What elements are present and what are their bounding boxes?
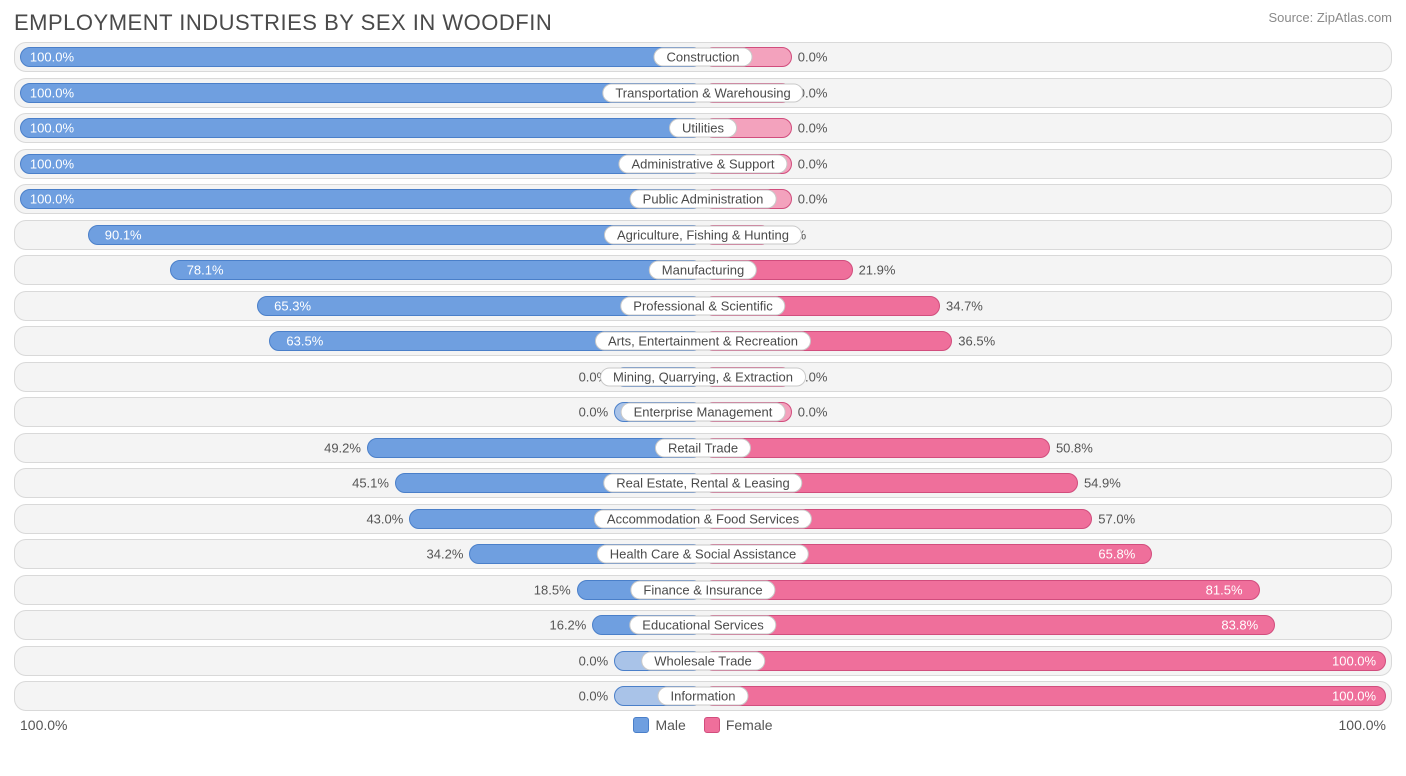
female-value: 65.8% (1098, 547, 1135, 562)
category-label: Transportation & Warehousing (602, 83, 803, 102)
chart-row: 0.0% 100.0% Information (14, 681, 1392, 711)
chart-row: 63.5% 36.5% Arts, Entertainment & Recreati… (14, 326, 1392, 356)
chart-row: 65.3% 34.7% Professional & Scientific (14, 291, 1392, 321)
male-value: 100.0% (30, 50, 74, 65)
chart-row: 16.2% 83.8% Educational Services (14, 610, 1392, 640)
category-label: Finance & Insurance (630, 580, 775, 599)
male-value: 63.5% (286, 334, 323, 349)
header: EMPLOYMENT INDUSTRIES BY SEX IN WOODFIN … (14, 10, 1392, 36)
male-bar (170, 260, 703, 280)
chart-row: 78.1% 21.9% Manufacturing (14, 255, 1392, 285)
category-label: Utilities (669, 119, 737, 138)
female-bar (703, 438, 1050, 458)
female-value: 21.9% (859, 263, 896, 278)
female-value: 50.8% (1056, 440, 1093, 455)
female-value: 0.0% (798, 121, 828, 136)
chart-row: 100.0% 0.0% Construction (14, 42, 1392, 72)
male-bar (20, 83, 703, 103)
category-label: Public Administration (630, 190, 777, 209)
male-bar (20, 189, 703, 209)
female-value: 0.0% (798, 50, 828, 65)
female-value: 54.9% (1084, 476, 1121, 491)
male-bar (367, 438, 703, 458)
legend: Male Female (633, 717, 772, 733)
female-value: 0.0% (798, 192, 828, 207)
category-label: Retail Trade (655, 438, 751, 457)
male-value: 65.3% (274, 298, 311, 313)
female-value: 83.8% (1221, 618, 1258, 633)
category-label: Wholesale Trade (641, 651, 765, 670)
chart-row: 90.1%9.9%Agriculture, Fishing & Hunting (14, 220, 1392, 250)
legend-item-female: Female (704, 717, 773, 733)
male-value: 45.1% (352, 476, 389, 491)
category-label: Educational Services (629, 616, 776, 635)
chart-row: 100.0% 0.0% Public Administration (14, 184, 1392, 214)
chart-row: 49.2% 50.8% Retail Trade (14, 433, 1392, 463)
female-value: 0.0% (798, 405, 828, 420)
male-value: 0.0% (579, 653, 609, 668)
male-bar (20, 154, 703, 174)
male-value: 100.0% (30, 85, 74, 100)
male-value: 34.2% (427, 547, 464, 562)
category-label: Manufacturing (649, 261, 757, 280)
category-label: Arts, Entertainment & Recreation (595, 332, 811, 351)
category-label: Mining, Quarrying, & Extraction (600, 367, 806, 386)
female-value: 100.0% (1332, 653, 1376, 668)
female-bar (703, 580, 1260, 600)
chart-footer: 100.0% Male Female 100.0% (14, 717, 1392, 733)
male-swatch-icon (633, 717, 649, 733)
category-label: Information (657, 687, 748, 706)
male-value: 100.0% (30, 121, 74, 136)
chart-row: 45.1% 54.9% Real Estate, Rental & Leasing (14, 468, 1392, 498)
chart-row: 43.0% 57.0% Accommodation & Food Services (14, 504, 1392, 534)
legend-label-female: Female (726, 717, 773, 733)
female-value: 0.0% (798, 156, 828, 171)
female-bar (703, 686, 1386, 706)
category-label: Construction (654, 48, 753, 67)
female-value: 36.5% (958, 334, 995, 349)
legend-label-male: Male (655, 717, 685, 733)
chart-row: 34.2% 65.8% Health Care & Social Assistanc… (14, 539, 1392, 569)
category-label: Enterprise Management (621, 403, 786, 422)
chart-row: 100.0% 0.0% Administrative & Support (14, 149, 1392, 179)
female-bar (703, 615, 1275, 635)
chart-title: EMPLOYMENT INDUSTRIES BY SEX IN WOODFIN (14, 10, 552, 36)
category-label: Real Estate, Rental & Leasing (603, 474, 802, 493)
female-swatch-icon (704, 717, 720, 733)
male-value: 49.2% (324, 440, 361, 455)
male-value: 0.0% (579, 405, 609, 420)
chart-row: 0.0% 100.0% Wholesale Trade (14, 646, 1392, 676)
male-value: 43.0% (366, 511, 403, 526)
category-label: Health Care & Social Assistance (597, 545, 809, 564)
male-value: 100.0% (30, 156, 74, 171)
chart-row: 100.0% 0.0% Utilities (14, 113, 1392, 143)
female-bar (703, 651, 1386, 671)
chart-row: 18.5% 81.5% Finance & Insurance (14, 575, 1392, 605)
male-value: 16.2% (549, 618, 586, 633)
category-label: Agriculture, Fishing & Hunting (604, 225, 802, 244)
category-label: Professional & Scientific (620, 296, 785, 315)
female-value: 57.0% (1098, 511, 1135, 526)
female-value: 34.7% (946, 298, 983, 313)
axis-right-max: 100.0% (1339, 717, 1386, 733)
male-bar (20, 118, 703, 138)
axis-left-max: 100.0% (20, 717, 67, 733)
category-label: Accommodation & Food Services (594, 509, 812, 528)
chart-row: 0.0% 0.0% Enterprise Management (14, 397, 1392, 427)
female-value: 100.0% (1332, 689, 1376, 704)
chart-row: 100.0%0.0%Transportation & Warehousing (14, 78, 1392, 108)
male-value: 0.0% (579, 689, 609, 704)
male-bar (20, 47, 703, 67)
female-value: 81.5% (1206, 582, 1243, 597)
diverging-bar-chart: 100.0%0.0%Construction100.0%0.0%Transpor… (14, 42, 1392, 711)
male-value: 90.1% (105, 227, 142, 242)
legend-item-male: Male (633, 717, 685, 733)
chart-row: 0.0%0.0%Mining, Quarrying, & Extraction (14, 362, 1392, 392)
male-value: 18.5% (534, 582, 571, 597)
male-value: 100.0% (30, 192, 74, 207)
male-value: 78.1% (187, 263, 224, 278)
source-attribution: Source: ZipAtlas.com (1268, 10, 1392, 25)
category-label: Administrative & Support (618, 154, 787, 173)
